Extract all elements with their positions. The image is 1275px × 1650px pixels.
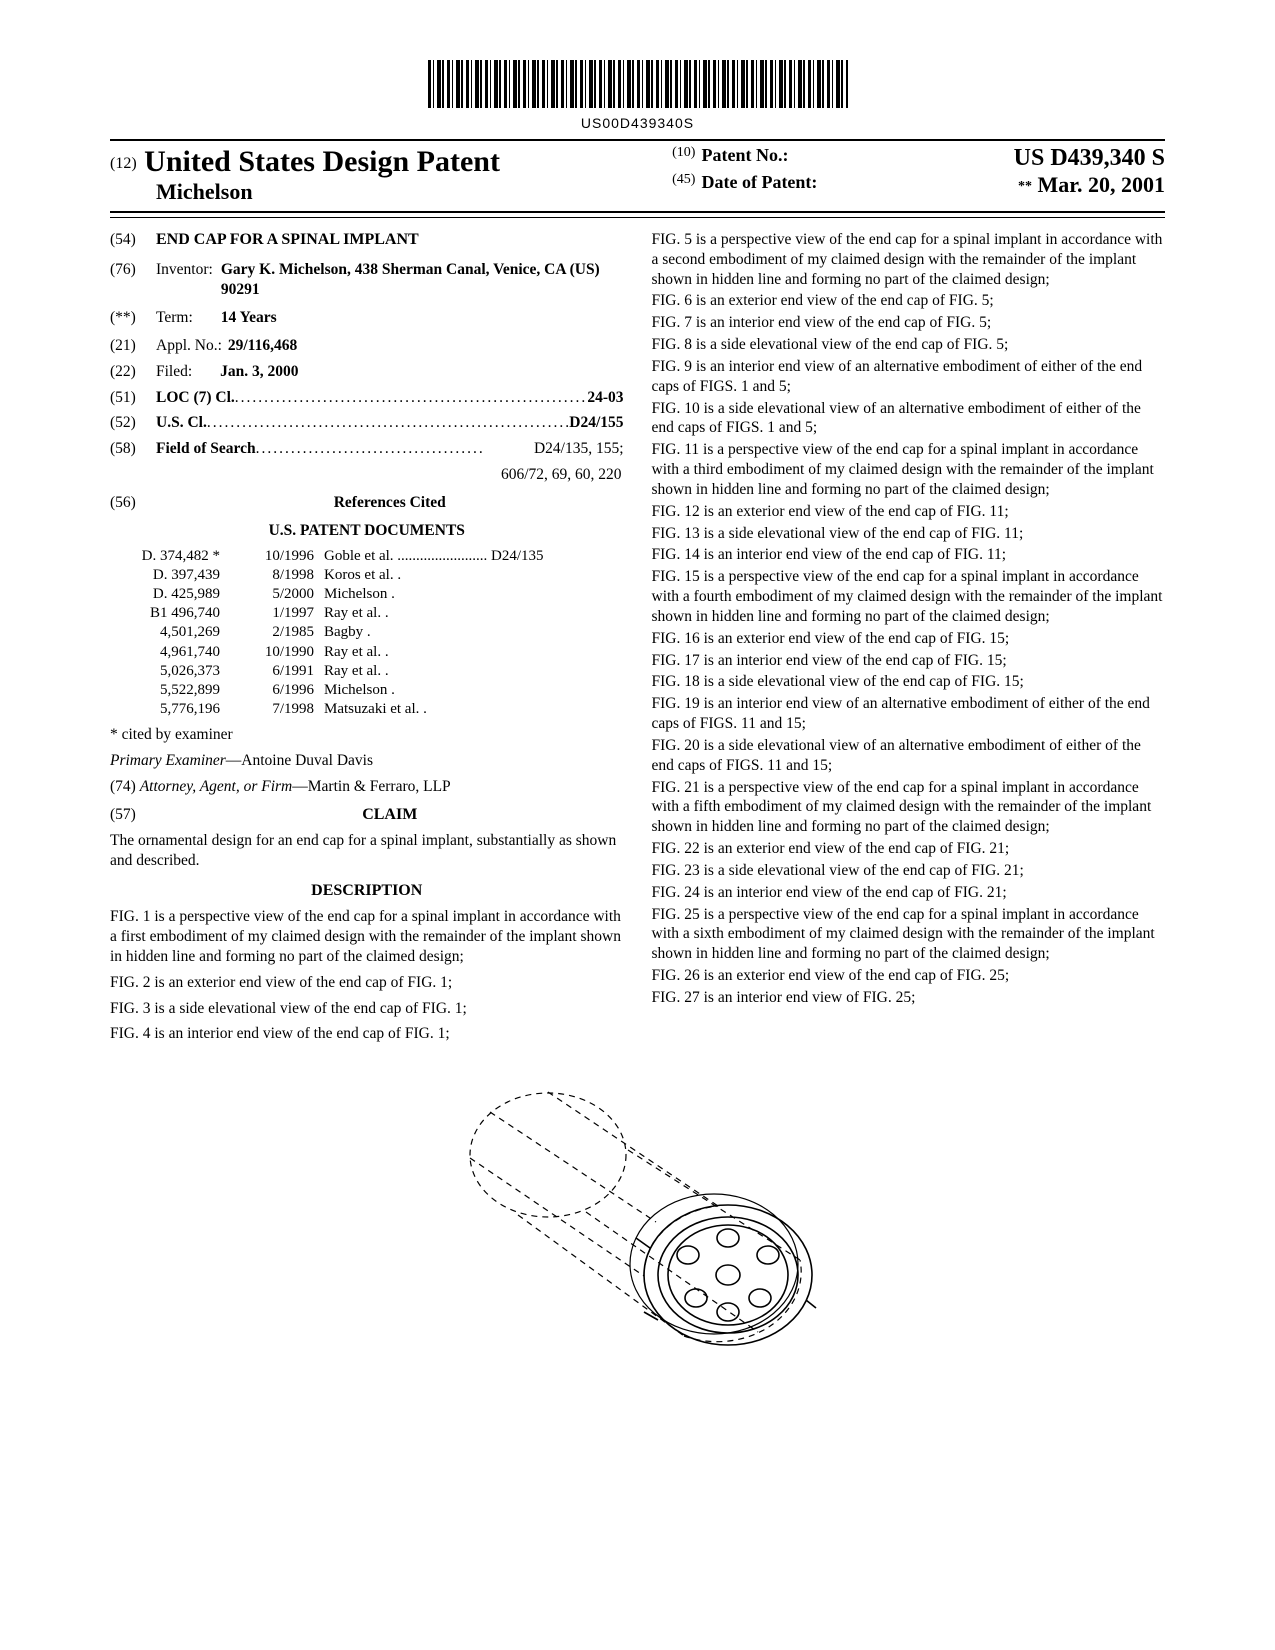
description-paragraph: FIG. 22 is an exterior end view of the e… <box>652 839 1166 859</box>
description-paragraph: FIG. 26 is an exterior end view of the e… <box>652 966 1166 986</box>
reference-row: 4,961,74010/1990Ray et al. . <box>110 643 624 662</box>
barcode-text: US00D439340S <box>110 115 1165 131</box>
fos-value: D24/135, 155; <box>534 439 624 459</box>
right-column: FIG. 5 is a perspective view of the end … <box>652 230 1166 1050</box>
description-paragraph: FIG. 17 is an interior end view of the e… <box>652 651 1166 671</box>
description-paragraph: FIG. 14 is an interior end view of the e… <box>652 545 1166 565</box>
appl-label: Appl. No.: <box>156 336 222 356</box>
loc-value: 24-03 <box>587 388 623 408</box>
description-paragraph: FIG. 16 is an exterior end view of the e… <box>652 629 1166 649</box>
reference-row: B1 496,7401/1997Ray et al. . <box>110 604 624 623</box>
examiner-label: Primary Examiner <box>110 752 226 769</box>
description-paragraph: FIG. 5 is a perspective view of the end … <box>652 230 1166 289</box>
description-paragraph: FIG. 18 is a side elevational view of th… <box>652 672 1166 692</box>
description-paragraph: FIG. 8 is a side elevational view of the… <box>652 335 1166 355</box>
desc-p1: FIG. 1 is a perspective view of the end … <box>110 907 624 966</box>
term-label: Term: <box>156 308 193 328</box>
description-paragraph: FIG. 21 is a perspective view of the end… <box>652 778 1166 837</box>
code-58: (58) <box>110 439 156 459</box>
inventor-surname: Michelson <box>110 179 652 205</box>
attorney-value: —Martin & Ferraro, LLP <box>292 778 450 795</box>
patent-date: Mar. 20, 2001 <box>1037 172 1165 197</box>
reference-row: D. 425,9895/2000Michelson . <box>110 585 624 604</box>
code-56: (56) <box>110 493 156 513</box>
description-paragraph: FIG. 27 is an interior end view of FIG. … <box>652 988 1166 1008</box>
term-code: (**) <box>110 308 156 328</box>
description-paragraph: FIG. 23 is a side elevational view of th… <box>652 861 1166 881</box>
code-45: (45) <box>672 172 695 198</box>
uscl-value: D24/155 <box>569 413 623 433</box>
claim-text: The ornamental design for an end cap for… <box>110 831 624 871</box>
description-paragraph: FIG. 12 is an exterior end view of the e… <box>652 502 1166 522</box>
inventor-label: Inventor: <box>156 260 213 300</box>
examiner-value: —Antoine Duval Davis <box>226 752 373 769</box>
barcode-block: US00D439340S <box>110 60 1165 131</box>
date-label: Date of Patent: <box>701 172 817 198</box>
description-paragraph: FIG. 20 is a side elevational view of an… <box>652 736 1166 776</box>
reference-row: 5,026,3736/1991Ray et al. . <box>110 662 624 681</box>
description-paragraph: FIG. 19 is an interior end view of an al… <box>652 694 1166 734</box>
desc-p4: FIG. 4 is an interior end view of the en… <box>110 1024 624 1044</box>
description-paragraph: FIG. 11 is a perspective view of the end… <box>652 440 1166 499</box>
description-paragraph: FIG. 6 is an exterior end view of the en… <box>652 291 1166 311</box>
description-label: DESCRIPTION <box>110 881 624 901</box>
description-paragraph: FIG. 9 is an interior end view of an alt… <box>652 357 1166 397</box>
fos-label: Field of Search <box>156 439 256 459</box>
code-76: (76) <box>110 260 156 300</box>
refs-sub: U.S. PATENT DOCUMENTS <box>110 521 624 541</box>
country-title: United States Design Patent <box>144 145 500 178</box>
description-paragraph: FIG. 7 is an interior end view of the en… <box>652 313 1166 333</box>
inventor-value: Gary K. Michelson, 438 Sherman Canal, Ve… <box>221 260 624 300</box>
patno-label: Patent No.: <box>701 145 788 172</box>
code-10: (10) <box>672 145 695 172</box>
description-paragraph: FIG. 24 is an interior end view of the e… <box>652 883 1166 903</box>
description-paragraph: FIG. 10 is a side elevational view of an… <box>652 399 1166 439</box>
desc-p2: FIG. 2 is an exterior end view of the en… <box>110 973 624 993</box>
reference-row: D. 374,482 *10/1996Goble et al. ........… <box>110 547 624 566</box>
uscl-label: U.S. Cl. <box>156 413 207 433</box>
code-74: (74) <box>110 778 136 795</box>
reference-row: 4,501,2692/1985Bagby . <box>110 623 624 642</box>
filed-value: Jan. 3, 2000 <box>220 362 298 382</box>
code-57: (57) <box>110 805 156 825</box>
claim-label: CLAIM <box>156 805 624 825</box>
code-21: (21) <box>110 336 156 356</box>
description-paragraph: FIG. 15 is a perspective view of the end… <box>652 567 1166 626</box>
desc-p3: FIG. 3 is a side elevational view of the… <box>110 999 624 1019</box>
code-51: (51) <box>110 388 156 408</box>
fos-value-2: 606/72, 69, 60, 220 <box>110 465 624 485</box>
cited-note: * cited by examiner <box>110 725 624 745</box>
left-column: (54) END CAP FOR A SPINAL IMPLANT (76) I… <box>110 230 624 1050</box>
date-stars: ** <box>1018 179 1032 194</box>
code-12: (12) <box>110 155 137 172</box>
patent-number: US D439,340 S <box>1014 145 1165 172</box>
code-54: (54) <box>110 230 156 250</box>
references-table: D. 374,482 *10/1996Goble et al. ........… <box>110 547 624 720</box>
reference-row: D. 397,4398/1998Koros et al. . <box>110 566 624 585</box>
description-paragraph: FIG. 13 is a side elevational view of th… <box>652 524 1166 544</box>
appl-value: 29/116,468 <box>228 336 297 356</box>
patent-figure <box>110 1060 1165 1405</box>
reference-row: 5,776,1967/1998Matsuzaki et al. . <box>110 700 624 719</box>
description-paragraph: FIG. 25 is a perspective view of the end… <box>652 905 1166 964</box>
patent-header: (12) United States Design Patent Michels… <box>110 145 1165 205</box>
refs-label: References Cited <box>156 493 624 513</box>
code-22: (22) <box>110 362 156 382</box>
code-52: (52) <box>110 413 156 433</box>
reference-row: 5,522,8996/1996Michelson . <box>110 681 624 700</box>
invention-title: END CAP FOR A SPINAL IMPLANT <box>156 230 419 250</box>
loc-label: LOC (7) Cl. <box>156 388 235 408</box>
attorney-label: Attorney, Agent, or Firm <box>140 778 293 795</box>
barcode-icon <box>428 60 848 108</box>
filed-label: Filed: <box>156 362 192 382</box>
term-value: 14 Years <box>221 308 277 328</box>
